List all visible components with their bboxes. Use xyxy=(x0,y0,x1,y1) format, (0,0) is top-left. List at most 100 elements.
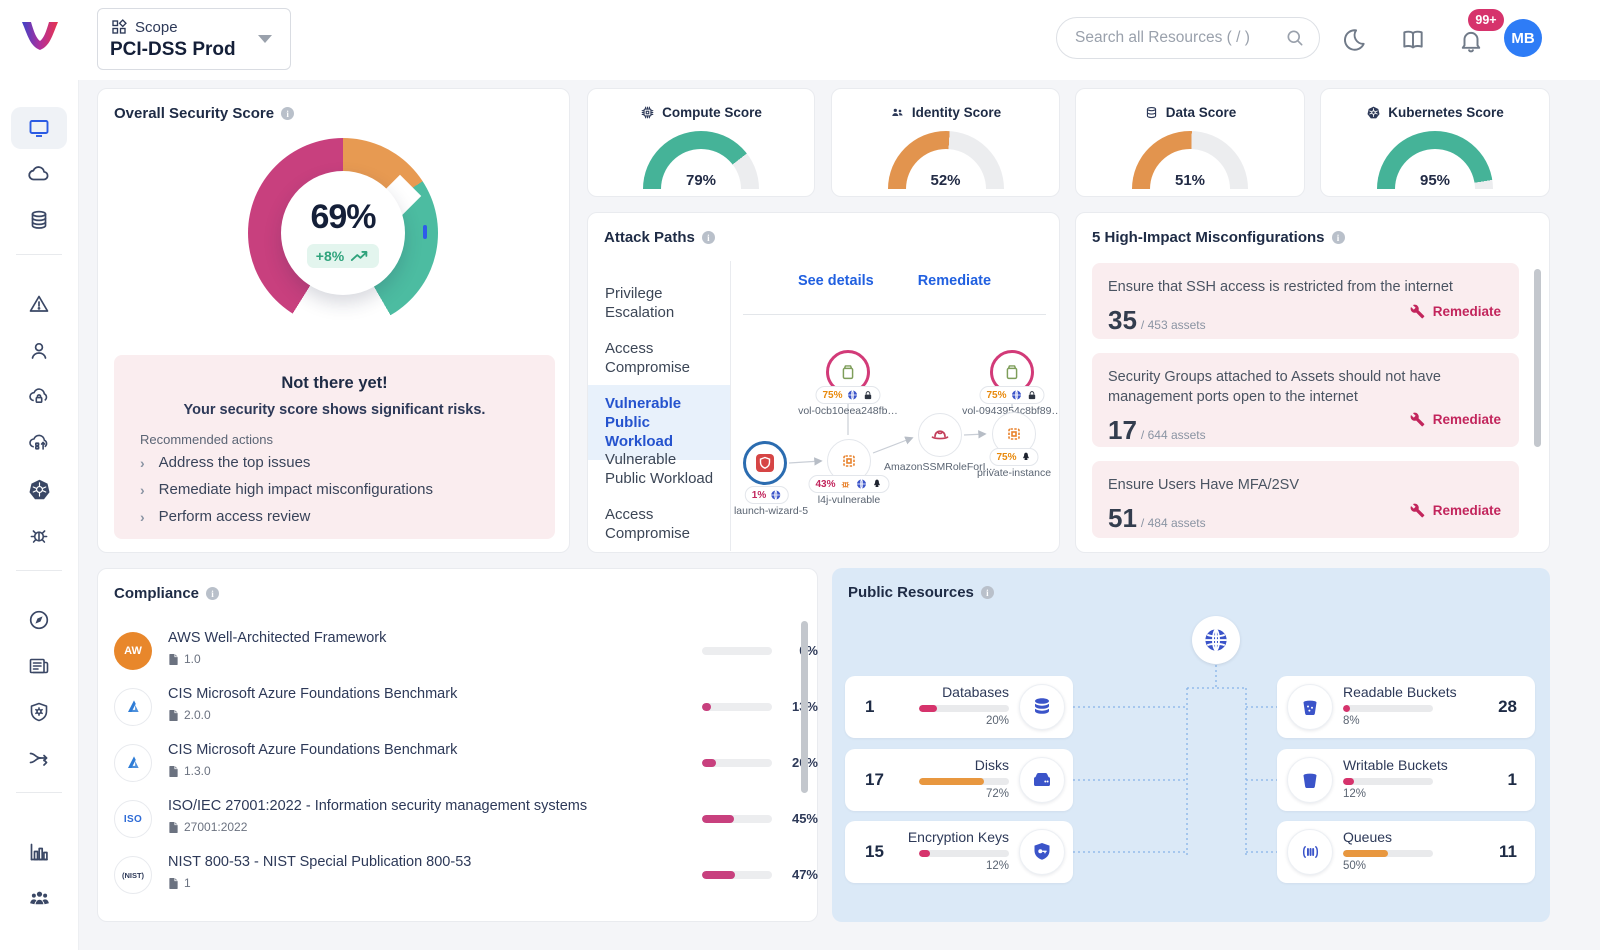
attack-path-item-selected[interactable]: Vulnerable Public Workload xyxy=(588,385,730,460)
resource-label: Writable Buckets xyxy=(1343,757,1448,773)
sidebar-item-dashboard[interactable] xyxy=(11,107,67,149)
public-resource-item-disks[interactable]: 17 Disks 72% xyxy=(845,749,1073,811)
sidebar-item-policies[interactable] xyxy=(11,691,67,733)
resource-count: 17 xyxy=(865,770,884,789)
public-resource-item-readable-buckets[interactable]: Readable Buckets 8% 28 xyxy=(1277,676,1535,738)
misconfiguration-item[interactable]: Security Groups attached to Assets shoul… xyxy=(1092,353,1519,447)
scope-selector[interactable]: Scope PCI-DSS Prod xyxy=(97,8,291,70)
app-logo[interactable] xyxy=(18,16,62,64)
cloud-icon xyxy=(28,166,49,181)
sidebar-item-cloud[interactable] xyxy=(11,153,67,195)
framework-version: 2.0.0 xyxy=(184,708,211,722)
remediate-link[interactable]: Remediate xyxy=(917,273,992,289)
card-title: Public Resources xyxy=(848,584,974,601)
info-icon[interactable]: i xyxy=(281,107,295,120)
sidebar-item-discovery[interactable] xyxy=(11,599,67,641)
overall-score-value: 69% xyxy=(310,198,376,236)
attack-path-graph: See details Remediate 75% vol-0cb10eea24… xyxy=(730,261,1058,551)
recommended-action[interactable]: › Remediate high impact misconfigurations xyxy=(140,481,433,498)
misconfiguration-item[interactable]: Ensure Users Have MFA/2SV 51/ 484 assets… xyxy=(1092,461,1519,538)
docs-book-icon[interactable] xyxy=(1400,26,1426,52)
framework-version: 27001:2022 xyxy=(184,820,248,834)
sidebar-item-cloud-security[interactable] xyxy=(11,376,67,418)
resource-count: 28 xyxy=(1498,697,1517,716)
resource-percent: 20% xyxy=(985,715,1009,727)
attack-path-item[interactable]: Access Compromise xyxy=(605,506,691,542)
sidebar-item-alerts[interactable] xyxy=(11,283,67,325)
score-card-label: Data Score xyxy=(1165,105,1237,120)
info-icon[interactable]: i xyxy=(701,231,715,244)
internet-globe-node xyxy=(1192,616,1240,664)
graph-node-security-group[interactable] xyxy=(743,441,787,485)
gauge-marker xyxy=(423,225,427,239)
compliance-progress-bar xyxy=(702,871,772,879)
kubernetes-wheel-icon xyxy=(29,479,49,499)
iso-logo: ISO xyxy=(114,800,152,838)
public-resource-item-queues[interactable]: Queues 50% 11 xyxy=(1277,821,1535,883)
compliance-progress-bar xyxy=(702,703,772,711)
framework-name: CIS Microsoft Azure Foundations Benchmar… xyxy=(168,742,458,758)
sidebar-item-reports[interactable] xyxy=(11,645,67,687)
score-value: 51% xyxy=(1174,172,1206,189)
chip-icon xyxy=(641,106,654,119)
misconfiguration-title: Security Groups attached to Assets shoul… xyxy=(1108,369,1441,405)
scrollbar[interactable] xyxy=(801,621,808,793)
compliance-row[interactable]: AW AWS Well-Architected Framework 1.0 0% xyxy=(114,623,818,679)
attack-path-item[interactable]: Vulnerable Public Workload xyxy=(605,451,714,487)
public-resource-item-encryption-keys[interactable]: 15 Encryption Keys 12% xyxy=(845,821,1073,883)
scrollbar[interactable] xyxy=(1534,269,1541,447)
sidebar-item-identity[interactable] xyxy=(11,330,67,372)
remediate-button[interactable]: Remediate xyxy=(1410,304,1501,319)
misconfiguration-item[interactable]: Ensure that SSH access is restricted fro… xyxy=(1092,263,1519,339)
attack-path-item[interactable]: Privilege Escalation xyxy=(605,285,675,321)
database-icon xyxy=(1146,106,1156,119)
kubernetes-score-card: Kubernetes Score 95% xyxy=(1320,88,1550,197)
attack-path-item[interactable]: Access Compromise xyxy=(605,340,691,376)
people-icon xyxy=(29,891,49,904)
remediate-button[interactable]: Remediate xyxy=(1410,412,1501,427)
graph-node-iam-role[interactable] xyxy=(918,413,962,457)
risk-percent: 75% xyxy=(986,389,1007,401)
shuffle-icon xyxy=(29,752,48,766)
sidebar-item-cloud-data[interactable] xyxy=(11,422,67,464)
compliance-row[interactable]: ISO ISO/IEC 27001:2022 - Information sec… xyxy=(114,791,818,847)
notifications-bell-icon[interactable] xyxy=(1458,28,1484,54)
identity-score-card: Identity Score 52% xyxy=(831,88,1060,197)
sidebar-item-automations[interactable] xyxy=(11,737,67,779)
top-bar: Scope PCI-DSS Prod 99+ MB xyxy=(0,0,1600,80)
data-score-card: Data Score 51% xyxy=(1075,88,1305,197)
globe-icon xyxy=(771,490,781,500)
compliance-row[interactable]: (NIST) NIST 800-53 - NIST Special Public… xyxy=(114,847,818,903)
see-details-link[interactable]: See details xyxy=(797,273,874,289)
user-avatar[interactable]: MB xyxy=(1504,19,1542,57)
total-assets: / 453 assets xyxy=(1140,318,1206,332)
sidebar-item-kubernetes[interactable] xyxy=(11,468,67,510)
scope-value: PCI-DSS Prod xyxy=(110,39,236,60)
notification-count-badge: 99+ xyxy=(1468,9,1504,31)
recommended-action[interactable]: › Address the top issues xyxy=(140,454,310,471)
globe-icon xyxy=(857,479,867,489)
info-icon[interactable]: i xyxy=(980,586,994,599)
recommended-action[interactable]: › Perform access review xyxy=(140,508,310,525)
sidebar-item-vulnerabilities[interactable] xyxy=(11,514,67,556)
dark-mode-moon-icon[interactable] xyxy=(1342,26,1368,52)
sidebar-item-users[interactable] xyxy=(11,876,67,918)
chevron-down-icon xyxy=(258,35,272,43)
public-resource-item-writable-buckets[interactable]: Writable Buckets 12% 1 xyxy=(1277,749,1535,811)
info-icon[interactable]: i xyxy=(1331,231,1345,244)
remediate-button[interactable]: Remediate xyxy=(1410,503,1501,518)
info-icon[interactable]: i xyxy=(206,587,220,600)
sidebar-item-analytics[interactable] xyxy=(11,831,67,873)
search-icon[interactable] xyxy=(1285,28,1305,48)
card-title: 5 High-Impact Misconfigurations xyxy=(1092,229,1325,246)
compliance-row[interactable]: CIS Microsoft Azure Foundations Benchmar… xyxy=(114,735,818,791)
sidebar-item-data[interactable] xyxy=(11,199,67,241)
public-resource-item-databases[interactable]: 1 Databases 20% xyxy=(845,676,1073,738)
compliance-row[interactable]: CIS Microsoft Azure Foundations Benchmar… xyxy=(114,679,818,735)
search-input[interactable] xyxy=(1073,28,1277,48)
shield-gear-icon xyxy=(30,702,48,722)
azure-logo xyxy=(114,688,152,726)
database-icon xyxy=(31,210,47,229)
aws-framework-badge: AW xyxy=(114,632,152,670)
card-title: Compliance xyxy=(114,585,200,602)
